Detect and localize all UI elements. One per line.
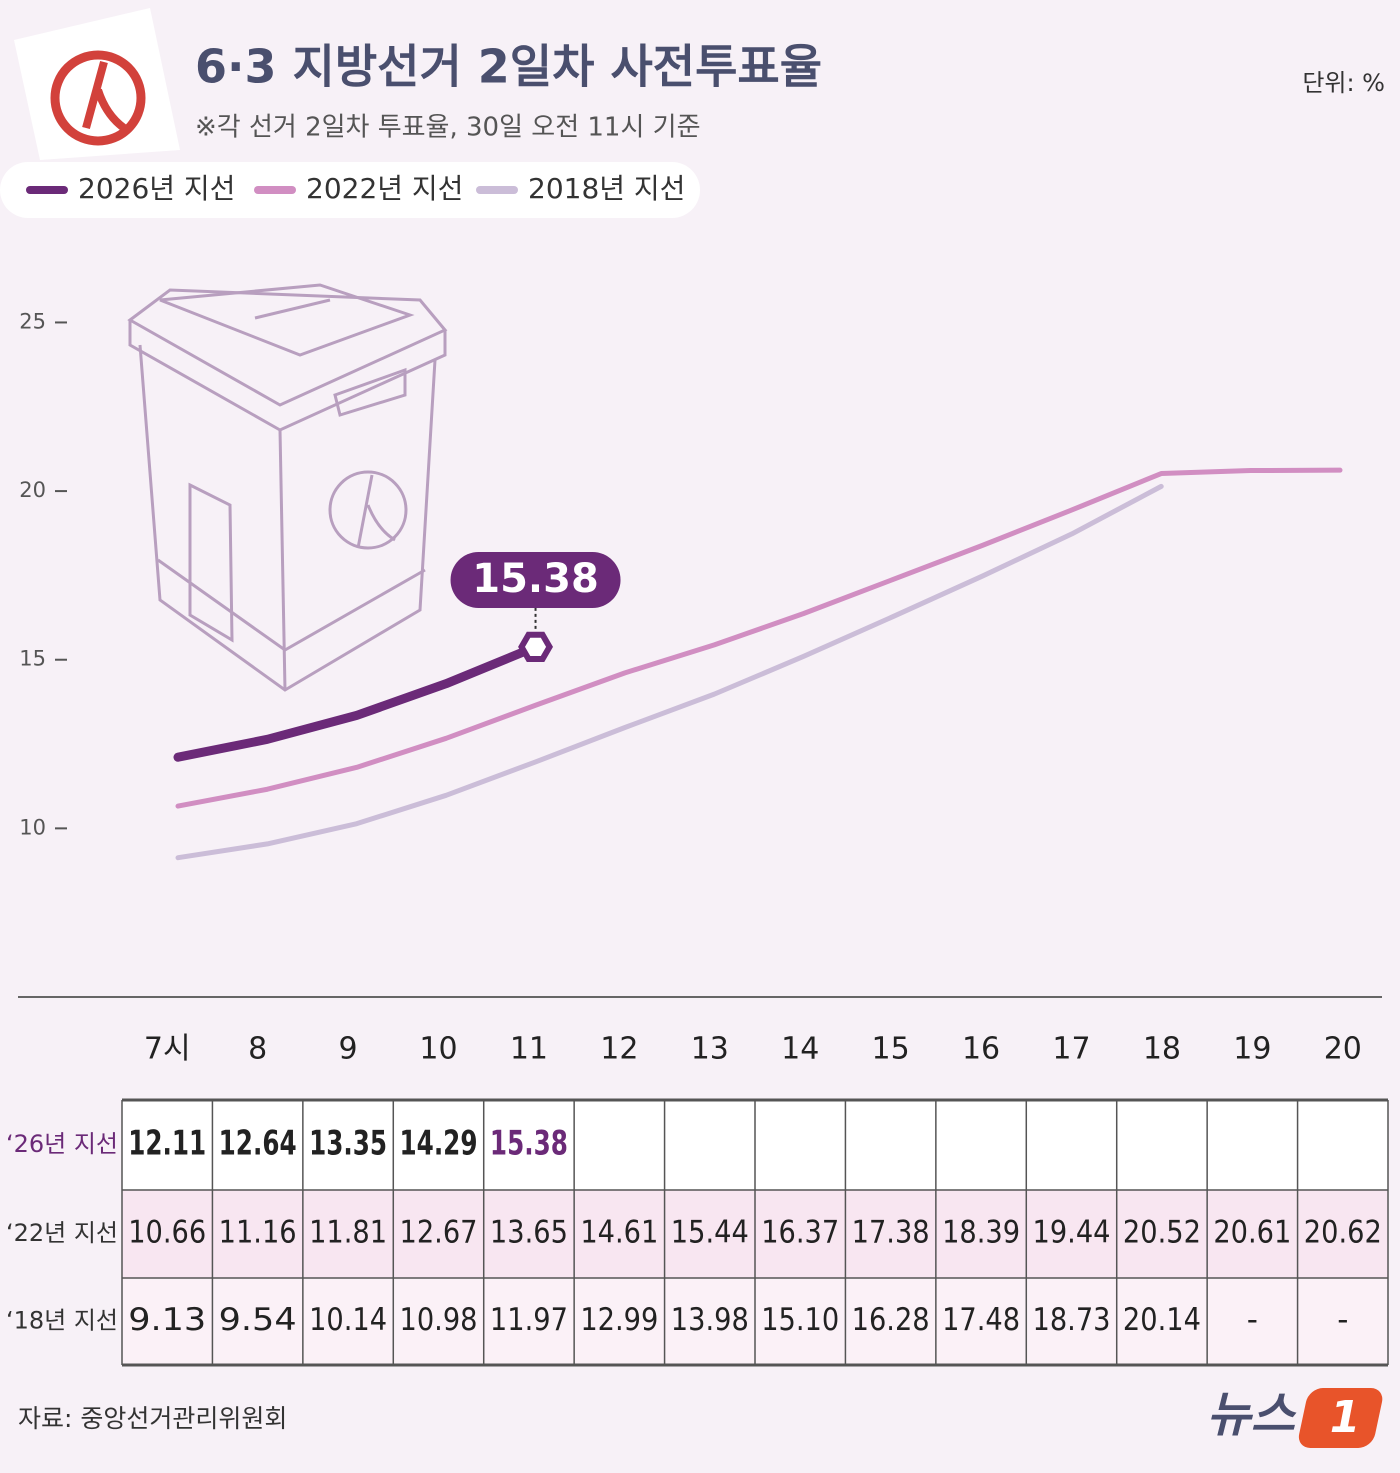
table-cell: 20.14 xyxy=(1123,1302,1201,1338)
table-cell: 10.98 xyxy=(400,1302,478,1338)
legend-label: 2018년 지선 xyxy=(528,172,685,205)
x-tick-label: 15 xyxy=(872,1032,910,1067)
table-cell: 20.62 xyxy=(1304,1215,1382,1251)
table-cell: 15.10 xyxy=(761,1302,839,1338)
chart-title: 6·3 지방선거 2일차 사전투표율 xyxy=(195,40,822,94)
table-cell: 12.67 xyxy=(400,1215,478,1251)
table-cell: 13.98 xyxy=(671,1302,749,1338)
y-tick-label: 15 xyxy=(19,647,46,671)
point-marker xyxy=(518,631,554,663)
legend-label: 2026년 지선 xyxy=(78,172,235,205)
table-cell: 20.61 xyxy=(1213,1215,1291,1251)
x-tick-label: 8 xyxy=(248,1032,267,1067)
table-cell: 18.73 xyxy=(1033,1302,1111,1338)
table-cell: 9.54 xyxy=(219,1302,297,1338)
x-tick-label: 14 xyxy=(781,1032,819,1067)
table-cell: 15.38 xyxy=(490,1124,568,1164)
table-cell: 11.16 xyxy=(219,1215,297,1251)
table-row-label: ‘22년 지선 xyxy=(6,1219,118,1247)
table-row-label: ‘18년 지선 xyxy=(6,1307,118,1335)
table-cell: 14.61 xyxy=(580,1215,658,1251)
callout-box xyxy=(450,552,621,608)
legend-background xyxy=(0,162,700,218)
chart-subtitle: ※각 선거 2일차 투표율, 30일 오전 11시 기준 xyxy=(195,113,701,143)
table-cell: 19.44 xyxy=(1033,1215,1111,1251)
table-cell: - xyxy=(1247,1302,1258,1338)
x-tick-label: 13 xyxy=(691,1032,729,1067)
brand-text: 뉴스 xyxy=(1207,1387,1297,1443)
brand-badge xyxy=(1298,1388,1383,1448)
x-tick-label: 19 xyxy=(1233,1032,1271,1067)
x-tick-label: 9 xyxy=(339,1032,358,1067)
series-line xyxy=(175,467,1343,809)
table-cell: 9.13 xyxy=(128,1302,206,1338)
y-tick-label: 10 xyxy=(19,815,46,839)
x-tick-label: 10 xyxy=(419,1032,457,1067)
table-cell: 13.35 xyxy=(309,1124,387,1164)
table-cell: 10.14 xyxy=(309,1302,387,1338)
table-cell: 14.29 xyxy=(400,1124,478,1164)
table-cell: - xyxy=(1337,1302,1348,1338)
table-cell: 16.28 xyxy=(852,1302,930,1338)
table-cell: 15.44 xyxy=(671,1215,749,1251)
x-tick-label: 18 xyxy=(1143,1032,1181,1067)
table-cell: 17.38 xyxy=(852,1215,930,1251)
legend-label: 2022년 지선 xyxy=(306,172,463,205)
y-tick-label: 20 xyxy=(19,478,46,502)
brand-badge-text: 1 xyxy=(1330,1392,1361,1443)
table-cell: 17.48 xyxy=(942,1302,1020,1338)
source: 자료: 중앙선거관리위원회 xyxy=(18,1404,287,1433)
table-cell: 11.81 xyxy=(309,1215,387,1251)
series-line xyxy=(175,483,1164,861)
x-tick-label: 17 xyxy=(1052,1032,1090,1067)
table-cell: 12.11 xyxy=(128,1124,206,1164)
x-tick-label: 20 xyxy=(1324,1032,1362,1067)
table-cell: 13.65 xyxy=(490,1215,568,1251)
series-line xyxy=(173,642,541,762)
table-cell: 20.52 xyxy=(1123,1215,1201,1251)
ballot-box xyxy=(127,283,448,692)
x-tick-label: 7시 xyxy=(144,1032,191,1067)
table-cell: 11.97 xyxy=(490,1302,568,1338)
table-cell: 12.99 xyxy=(580,1302,658,1338)
x-tick-label: 12 xyxy=(600,1032,638,1067)
callout-label: 15.38 xyxy=(472,556,599,602)
x-tick-label: 16 xyxy=(962,1032,1000,1067)
table-cell: 12.64 xyxy=(219,1124,297,1164)
unit-label: 단위: % xyxy=(1302,69,1385,97)
table-cell: 10.66 xyxy=(128,1215,206,1251)
table-cell: 18.39 xyxy=(942,1215,1020,1251)
ballot-icon xyxy=(14,8,180,160)
table-cell: 16.37 xyxy=(761,1215,839,1251)
y-tick-label: 25 xyxy=(19,309,46,333)
x-tick-label: 11 xyxy=(510,1032,548,1067)
table-row-label: ‘26년 지선 xyxy=(6,1130,118,1158)
